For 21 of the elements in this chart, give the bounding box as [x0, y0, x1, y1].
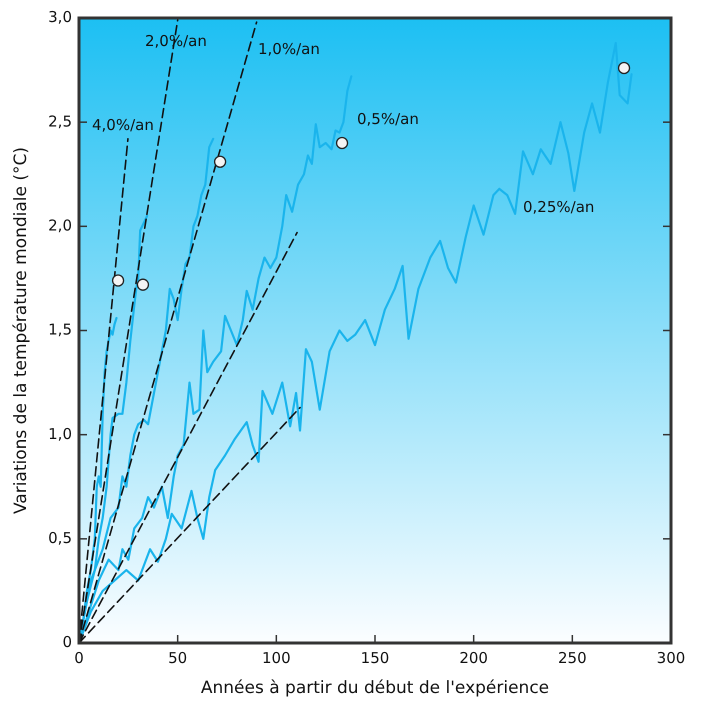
x-tick-label: 300 [656, 649, 686, 667]
y-tick-label: 3,0 [48, 8, 72, 26]
x-tick-label: 50 [168, 649, 188, 667]
annotation: 0,5%/an [357, 110, 419, 128]
x-tick-label: 150 [360, 649, 390, 667]
annotation: 1,0%/an [258, 40, 320, 58]
y-tick-label: 1,0 [48, 424, 72, 443]
y-tick-label: 1,5 [48, 320, 72, 339]
x-tick-label: 0 [74, 649, 84, 667]
y-tick-label: 0,5 [48, 528, 72, 547]
x-tick-label: 100 [262, 649, 291, 667]
y-axis-title: Variations de la température mondiale (°C) [11, 146, 31, 514]
y-tick-label: 0 [62, 633, 72, 652]
y-tick-label: 2,5 [48, 112, 72, 130]
annotation: 0,25%/an [523, 198, 594, 216]
x-tick-label: 200 [459, 649, 488, 667]
x-axis-title: Années à partir du début de l'expérience [200, 678, 550, 698]
y-tick-label: 2,0 [48, 216, 72, 234]
annotation: 2,0%/an [145, 32, 207, 50]
annotation: 4,0%/an [92, 116, 154, 134]
x-tick-label: 250 [558, 649, 587, 667]
